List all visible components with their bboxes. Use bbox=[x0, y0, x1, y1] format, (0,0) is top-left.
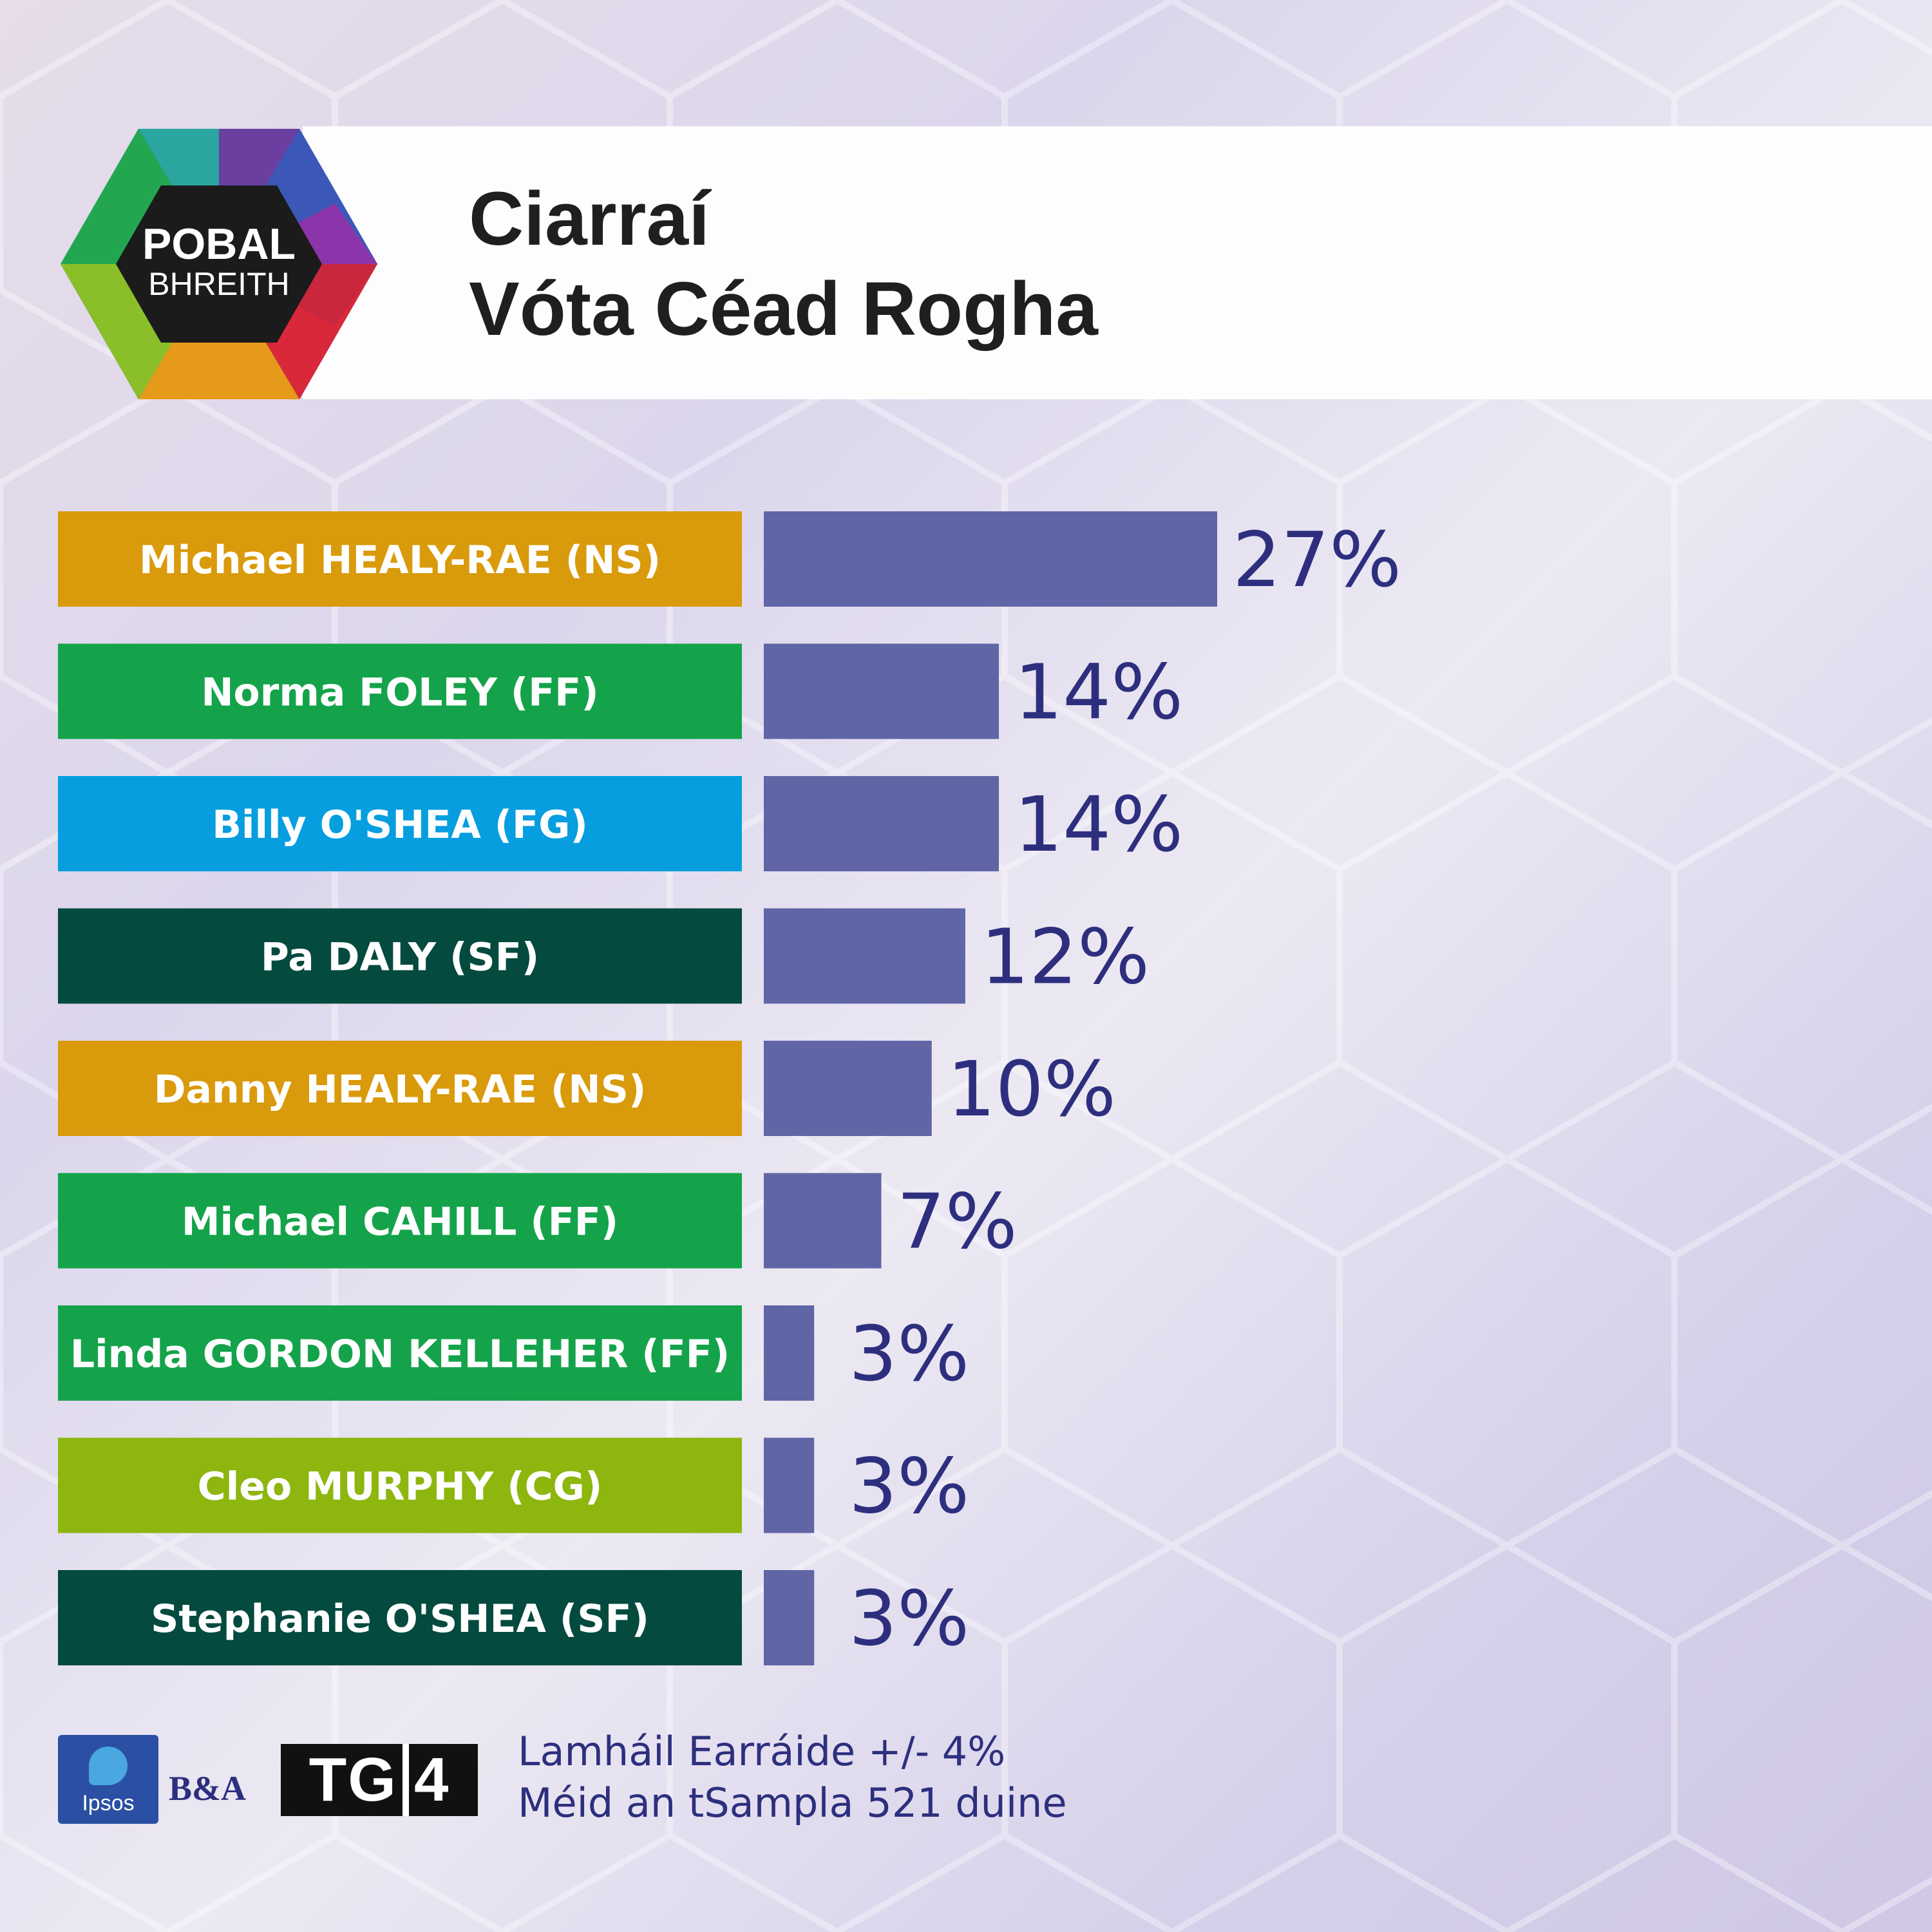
candidate-label-box bbox=[58, 1570, 742, 1665]
value-label: 12% bbox=[981, 913, 1150, 1001]
bar bbox=[764, 1570, 815, 1665]
bar bbox=[764, 1041, 932, 1136]
value-label: 27% bbox=[1233, 515, 1401, 604]
header-band bbox=[303, 126, 1932, 399]
candidate-label-box bbox=[58, 1305, 742, 1401]
tg4-logo-text-4: 4 bbox=[413, 1745, 450, 1814]
pobal-bhreith-logo: POBAL BHREITH bbox=[61, 129, 377, 399]
bar bbox=[764, 1173, 882, 1269]
bar bbox=[764, 776, 999, 871]
value-label: 10% bbox=[947, 1045, 1116, 1133]
candidate-label: Pa DALY (SF) bbox=[261, 935, 539, 980]
value-label: 3% bbox=[849, 1309, 969, 1398]
chart-title: Ciarraí Vóta Céad Rogha bbox=[469, 174, 1098, 354]
candidate-label: Cleo MURPHY (CG) bbox=[198, 1464, 603, 1510]
candidate-label: Stephanie O'SHEA (SF) bbox=[151, 1596, 649, 1642]
logo-text-bhreith: BHREITH bbox=[148, 266, 289, 302]
title-subtitle: Vóta Céad Rogha bbox=[469, 267, 1098, 352]
speech-bubble-icon bbox=[89, 1747, 128, 1785]
sample-size: Méid an tSampla 521 duine bbox=[518, 1779, 1067, 1826]
bar bbox=[764, 1305, 815, 1401]
candidate-label: Michael HEALY-RAE (NS) bbox=[139, 538, 661, 583]
value-label: 14% bbox=[1014, 648, 1183, 737]
candidate-label-box bbox=[58, 643, 742, 739]
title-constituency: Ciarraí bbox=[469, 176, 710, 261]
candidate-label-box bbox=[58, 1041, 742, 1136]
candidate-label: Danny HEALY-RAE (NS) bbox=[154, 1067, 647, 1112]
ipsos-logo-text: Ipsos bbox=[82, 1791, 135, 1815]
value-label: 14% bbox=[1014, 780, 1183, 869]
footer-note: Lamháil Earráide +/- 4% Méid an tSampla … bbox=[518, 1726, 1067, 1829]
bar bbox=[764, 643, 999, 739]
bar bbox=[764, 511, 1217, 607]
tg4-logo-text-tg: TG bbox=[308, 1745, 397, 1814]
candidate-label-box bbox=[58, 1173, 742, 1269]
logo-text-pobal: POBAL bbox=[142, 220, 296, 269]
ba-logo: B&A bbox=[169, 1769, 246, 1808]
value-label: 7% bbox=[897, 1177, 1018, 1266]
bar bbox=[764, 908, 965, 1004]
value-label: 3% bbox=[849, 1442, 969, 1531]
candidate-label: Billy O'SHEA (FG) bbox=[212, 802, 588, 848]
tg4-logo-divider bbox=[402, 1744, 409, 1816]
candidate-label: Norma FOLEY (FF) bbox=[201, 670, 598, 715]
candidate-label-box bbox=[58, 908, 742, 1004]
margin-of-error: Lamháil Earráide +/- 4% bbox=[518, 1728, 1006, 1775]
candidate-label: Michael CAHILL (FF) bbox=[182, 1200, 618, 1245]
candidate-label: Linda GORDON KELLEHER (FF) bbox=[70, 1332, 730, 1377]
candidate-label-box bbox=[58, 776, 742, 871]
tg4-logo: TG 4 bbox=[281, 1744, 478, 1816]
bar bbox=[764, 1437, 815, 1533]
candidate-label-box bbox=[58, 511, 742, 607]
ipsos-logo: Ipsos bbox=[58, 1735, 158, 1824]
candidate-label-box bbox=[58, 1437, 742, 1533]
value-label: 3% bbox=[849, 1574, 969, 1663]
